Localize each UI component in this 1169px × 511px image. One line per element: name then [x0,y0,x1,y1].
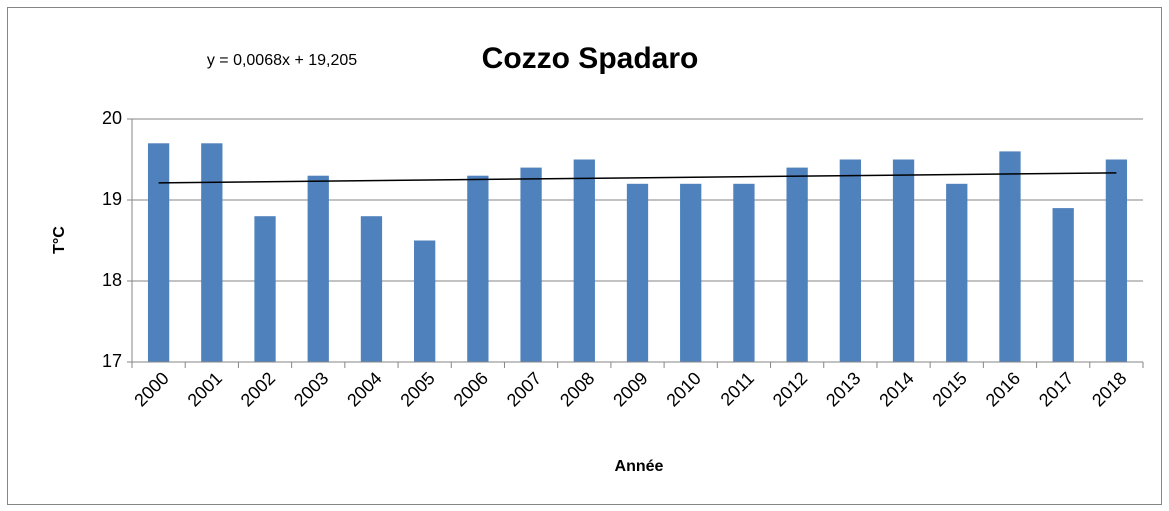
bar [946,183,968,362]
bar [1105,159,1128,362]
bar [839,159,861,362]
bar [733,183,755,362]
bar [307,175,329,362]
bar [999,151,1021,362]
y-tick-label: 19 [102,189,122,209]
y-tick-label: 18 [102,270,122,290]
bar [1052,208,1074,362]
y-tick-label: 17 [102,351,122,371]
bar [520,167,542,362]
bar [254,216,276,362]
bar [680,183,702,362]
trendline [158,172,1117,184]
equation: y = 0,0068x + 19,205 [207,52,357,69]
bar [467,175,489,362]
bar [892,159,915,362]
y-tick-label: 20 [102,108,122,128]
chart-title: Cozzo Spadaro [482,42,699,75]
bar [626,183,649,362]
bar [147,143,170,362]
bar [360,216,383,362]
bar [786,167,808,362]
y-axis-label: T°C [51,226,68,254]
bar [414,240,436,362]
bar [573,159,595,362]
bar [201,143,223,362]
x-axis-label: Année [615,458,664,475]
